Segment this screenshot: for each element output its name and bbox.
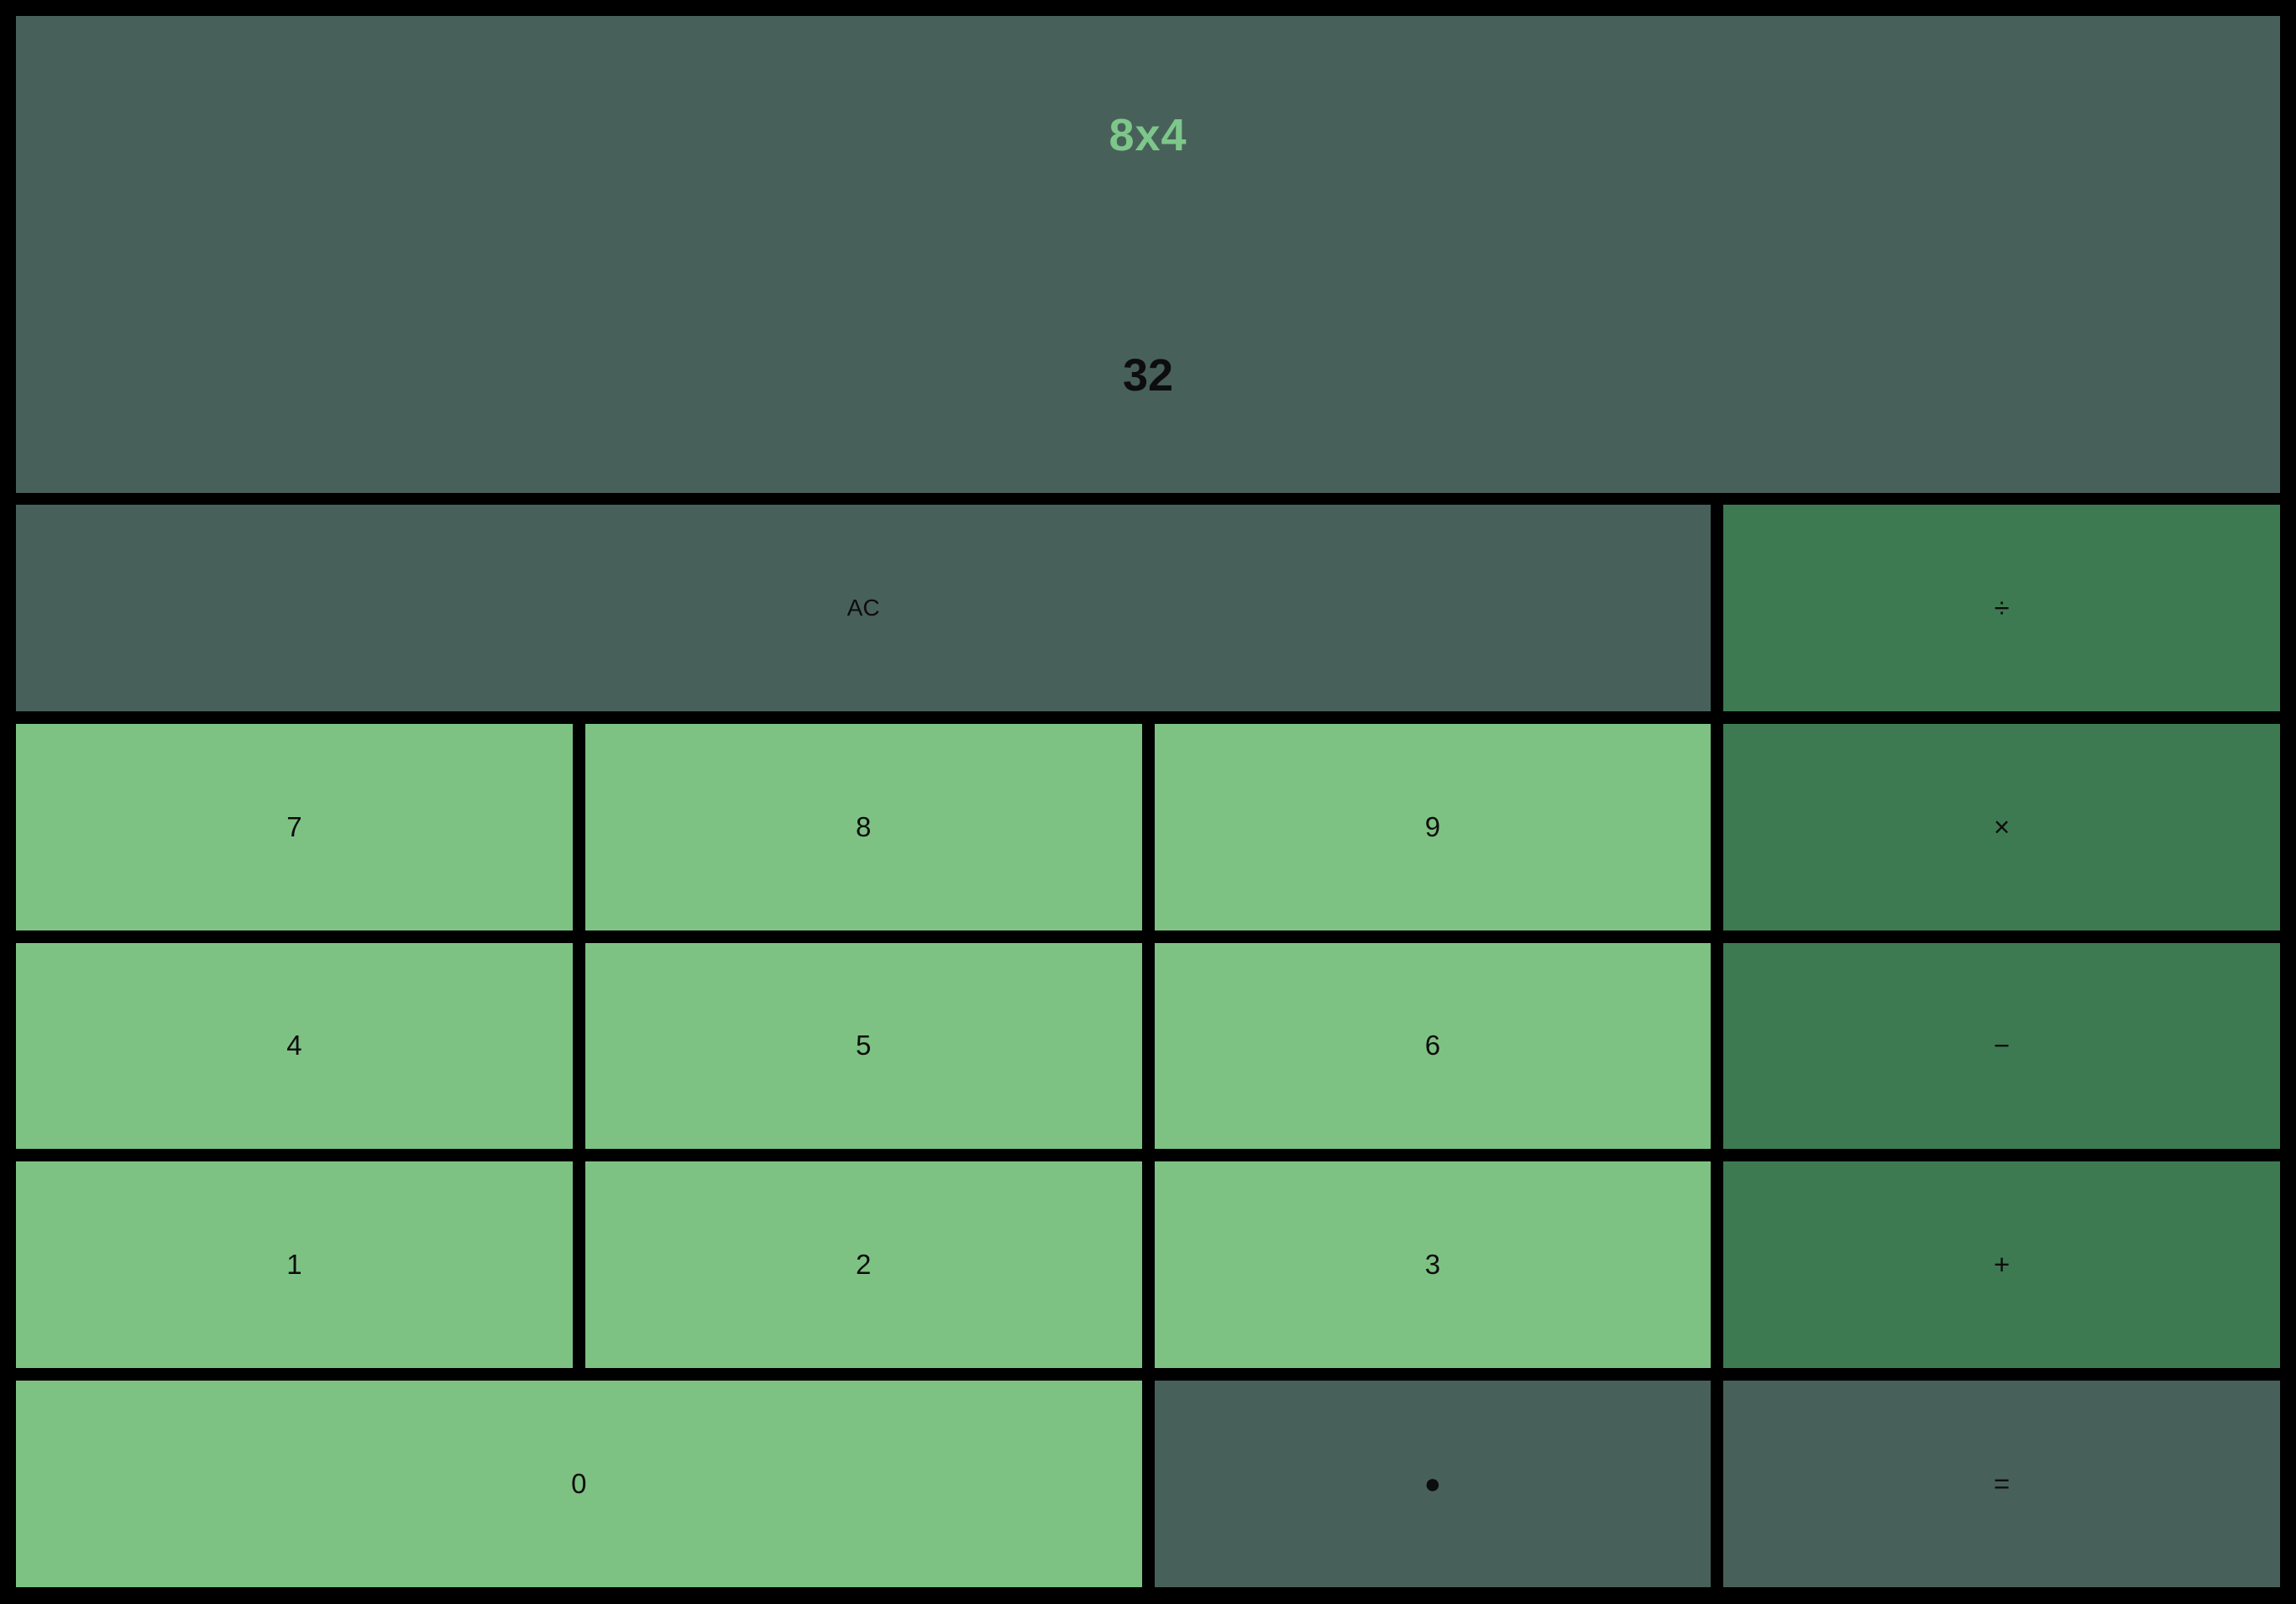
key-all-clear[interactable]: AC	[16, 505, 1712, 711]
key-equals[interactable]: =	[1723, 1381, 2280, 1587]
keypad: AC ÷ 7 8 9 × 4 5 6 − 1 2 3 + 0 ● =	[16, 505, 2280, 1587]
key-add[interactable]: +	[1723, 1161, 2280, 1369]
key-9[interactable]: 9	[1154, 723, 1712, 930]
result-text: 32	[1122, 350, 1174, 401]
key-5[interactable]: 5	[584, 942, 1142, 1150]
key-subtract[interactable]: −	[1723, 942, 2280, 1150]
key-8[interactable]: 8	[584, 723, 1142, 930]
key-decimal[interactable]: ●	[1154, 1381, 1712, 1587]
key-7[interactable]: 7	[16, 723, 573, 930]
calculator-display: 8x4 32	[16, 16, 2280, 493]
key-3[interactable]: 3	[1154, 1161, 1712, 1369]
key-4[interactable]: 4	[16, 942, 573, 1150]
key-6[interactable]: 6	[1154, 942, 1712, 1150]
key-1[interactable]: 1	[16, 1161, 573, 1369]
key-divide[interactable]: ÷	[1723, 505, 2280, 711]
key-2[interactable]: 2	[584, 1161, 1142, 1369]
expression-text: 8x4	[1109, 110, 1187, 160]
key-multiply[interactable]: ×	[1723, 723, 2280, 930]
key-0[interactable]: 0	[16, 1381, 1142, 1587]
